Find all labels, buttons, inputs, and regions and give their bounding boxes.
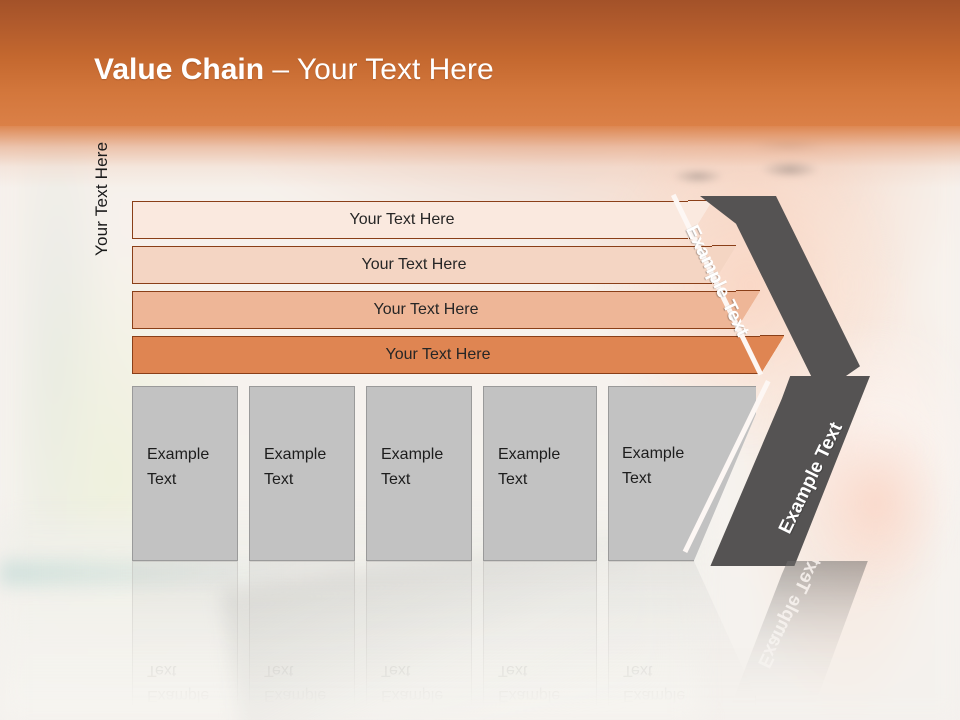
page-title-bold: Value Chain: [94, 53, 265, 86]
support-box-label-2-line2: Text: [264, 471, 294, 488]
support-box-label-1: Example Text: [147, 442, 209, 492]
reflection-label-2-line2: Text: [264, 662, 294, 679]
reflection-label-3: Example Text: [381, 658, 443, 708]
bar-fill-2: [132, 246, 714, 284]
support-box-5-edge-bottom: [608, 560, 694, 561]
reflection-label-5-line2: Text: [623, 662, 653, 679]
support-box-3[interactable]: Example Text: [366, 386, 472, 561]
support-box-label-5: Example Text: [622, 441, 684, 491]
support-box-label-2: Example Text: [264, 442, 326, 492]
support-box-label-3: Example Text: [381, 442, 443, 492]
reflection-label-2: Example Text: [264, 658, 326, 708]
reflection-label-4: Example Text: [498, 658, 560, 708]
reflection-label-5: Example Text: [623, 658, 685, 708]
reflection-label-4-line2: Text: [498, 662, 528, 679]
bar-fill-3: [132, 291, 738, 329]
support-box-label-5-line1: Example: [622, 445, 685, 462]
support-box-label-1-line2: Text: [147, 471, 177, 488]
page-title-rest: Your Text Here: [296, 53, 494, 86]
bar-label-2: Your Text Here: [361, 256, 467, 273]
support-box-4[interactable]: Example Text: [483, 386, 597, 561]
support-box-label-2-line1: Example: [264, 446, 327, 463]
support-box-label-4-line1: Example: [498, 446, 561, 463]
reflection-layer: Example Text Example Text Example Text E…: [0, 561, 960, 719]
support-box-5-edge-left: [608, 386, 609, 561]
support-box-5-edge-top: [608, 386, 756, 387]
reflection-box-1: Example Text: [132, 561, 238, 719]
reflection-label-4-line1: Example: [498, 687, 561, 704]
reflection-label-1: Example Text: [147, 658, 209, 708]
bar-label-3: Your Text Here: [373, 301, 479, 318]
bar-row-4[interactable]: Your Text Here: [132, 335, 784, 375]
bar-label-1: Your Text Here: [349, 211, 455, 228]
page-title: Value Chain – Your Text Here: [94, 52, 494, 88]
support-box-label-4: Example Text: [498, 442, 560, 492]
bar-label-4: Your Text Here: [385, 346, 491, 363]
support-box-label-3-line2: Text: [381, 471, 411, 488]
bar-row-1[interactable]: Your Text Here: [132, 200, 712, 240]
bar-row-2[interactable]: Your Text Here: [132, 245, 736, 285]
reflection-label-3-line2: Text: [381, 662, 411, 679]
reflection-label-5-line1: Example: [623, 687, 686, 704]
bar-wedge-3: [736, 290, 760, 330]
reflection-label-1-line2: Text: [147, 662, 177, 679]
reflection-box-2: Example Text: [249, 561, 355, 719]
reflection-label-2-line1: Example: [264, 687, 327, 704]
title-banner-fade: [0, 126, 960, 188]
reflection-label-3-line1: Example: [381, 687, 444, 704]
title-banner: [0, 0, 960, 126]
reflection-box-5: Example Text: [608, 561, 756, 719]
page-title-separator: –: [264, 53, 297, 86]
support-box-2[interactable]: Example Text: [249, 386, 355, 561]
bar-fill-4: [132, 336, 762, 374]
reflection-box-4: Example Text: [483, 561, 597, 719]
support-box-label-5-line2: Text: [622, 470, 652, 487]
reflection-label-1-line1: Example: [147, 687, 210, 704]
bar-row-3[interactable]: Your Text Here: [132, 290, 760, 330]
bar-wedge-4: [760, 335, 784, 375]
support-box-label-4-line2: Text: [498, 471, 528, 488]
support-box-label-1-line1: Example: [147, 446, 210, 463]
support-box-1[interactable]: Example Text: [132, 386, 238, 561]
background-green-band: [0, 560, 300, 586]
reflection-box-3: Example Text: [366, 561, 472, 719]
support-box-label-3-line1: Example: [381, 446, 444, 463]
